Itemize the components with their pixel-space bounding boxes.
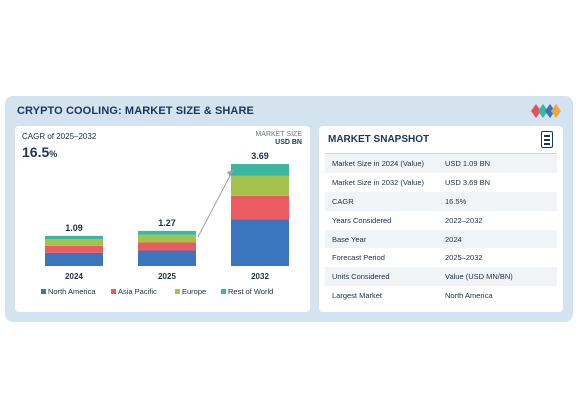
snapshot-row-value: North America [445, 291, 493, 301]
cagr-unit: % [49, 149, 58, 159]
legend-swatch [41, 289, 46, 294]
snapshot-row-label: Forecast Period [332, 253, 385, 263]
bar-segment [45, 245, 103, 253]
snapshot-row: Years Considered 2022–2032 [325, 211, 557, 230]
snapshot-row-value: USD 1.09 BN [445, 158, 491, 168]
card-title: CRYPTO COOLING: MARKET SIZE & SHARE [17, 105, 254, 117]
snapshot-row-value: 2024 [445, 234, 462, 244]
market-size-unit: USD BN [275, 139, 302, 146]
snapshot-row: Base Year 2024 [325, 229, 557, 249]
bar-segment [45, 252, 103, 266]
cagr-value: 16.5% [22, 144, 57, 160]
bar-segment [231, 195, 289, 220]
market-card: CRYPTO COOLING: MARKET SIZE & SHARE CAGR… [5, 96, 573, 322]
x-tick-label: 2032 [251, 272, 269, 281]
total-label: 1.27 [158, 218, 176, 228]
bar-segment [231, 219, 289, 266]
logo-diamond-1 [531, 104, 541, 118]
snapshot-title: MARKET SNAPSHOT [328, 134, 430, 145]
bar-segment [45, 239, 103, 246]
bar-segment [231, 164, 289, 176]
snapshot-row: Market Size in 2024 (Value) USD 1.09 BN [325, 154, 557, 173]
cagr-label: CAGR of 2025–2032 [22, 132, 97, 141]
snapshot-panel: MARKET SNAPSHOT Market Size in 2024 (Val… [319, 126, 563, 312]
bar-segment [45, 235, 103, 240]
snapshot-row-label: Market Size in 2024 (Value) [332, 158, 424, 168]
snapshot-row-label: Units Considered [332, 272, 390, 282]
x-tick-label: 2025 [158, 272, 176, 281]
snapshot-row-value: Value (USD MN/BN) [445, 272, 513, 282]
bar-segment [138, 250, 196, 266]
document-icon [541, 131, 553, 148]
legend-label: North America [48, 287, 96, 296]
snapshot-row-label: Base Year [332, 234, 367, 244]
growth-arrow-line [197, 169, 234, 238]
snapshot-row-value: 16.5% [445, 196, 467, 206]
snapshot-row-label: Largest Market [332, 291, 383, 301]
snapshot-row: Units Considered Value (USD MN/BN) [325, 267, 557, 287]
legend-swatch [221, 289, 226, 294]
brand-logo-icon [531, 104, 561, 118]
bar-segment [138, 230, 196, 235]
snapshot-table: Market Size in 2024 (Value) USD 1.09 BN Ma… [325, 154, 557, 305]
logo-diamond-2 [538, 104, 548, 118]
legend-label: Rest of World [228, 287, 273, 296]
bar-segment [138, 234, 196, 243]
legend-label: Asia Pacific [118, 287, 157, 296]
legend-swatch [111, 289, 116, 294]
chart-panel: CAGR of 2025–2032 16.5% MARKET SIZE USD … [15, 126, 310, 312]
snapshot-row-value: 2022–2032 [445, 215, 483, 225]
bar-segment [231, 175, 289, 196]
snapshot-row-value: 2025–2032 [445, 253, 483, 263]
snapshot-row-label: Years Considered [332, 215, 392, 225]
legend-swatch [175, 289, 180, 294]
snapshot-row: Largest Market North America [325, 286, 557, 305]
total-label: 1.09 [65, 223, 83, 233]
snapshot-divider [325, 153, 557, 154]
snapshot-row: Forecast Period 2025–2032 [325, 248, 557, 267]
snapshot-row-label: CAGR [332, 196, 354, 206]
cagr-number: 16.5 [22, 144, 50, 160]
market-size-label: MARKET SIZE [255, 131, 302, 138]
snapshot-row-label: Market Size in 2032 (Value) [332, 177, 424, 187]
bar-segment [138, 242, 196, 251]
snapshot-row-value: USD 3.69 BN [445, 177, 491, 187]
logo-diamond-3 [545, 104, 555, 118]
snapshot-row: Market Size in 2032 (Value) USD 3.69 BN [325, 173, 557, 192]
legend-label: Europe [182, 287, 206, 296]
stacked-bar-chart: 1.09 2024 1.27 2025 3.69 2032 North America Asi… [41, 151, 289, 296]
total-label: 3.69 [251, 151, 269, 161]
x-tick-label: 2024 [65, 272, 83, 281]
logo-diamond-4 [551, 104, 561, 118]
snapshot-row: CAGR 16.5% [325, 191, 557, 211]
growth-arrow-head [227, 170, 233, 177]
